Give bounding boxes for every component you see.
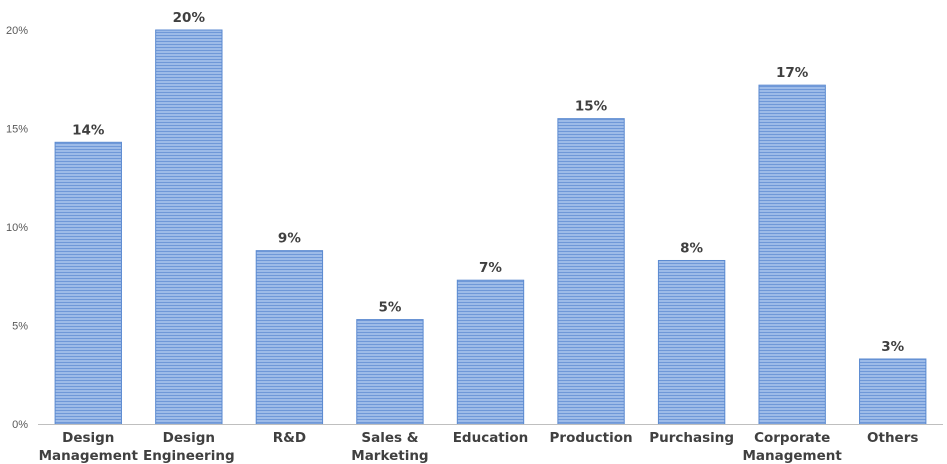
x-tick-label-line: Management xyxy=(742,448,842,464)
x-tick-label: Purchasing xyxy=(649,430,734,446)
x-tick-label-line: Design xyxy=(62,430,114,446)
x-tick-label-line: Corporate xyxy=(754,430,830,446)
bar xyxy=(54,141,122,425)
x-tick-label: Education xyxy=(453,430,529,446)
x-tick-label-line: R&D xyxy=(273,430,306,446)
bar xyxy=(758,84,826,425)
bar xyxy=(255,250,324,425)
x-tick-label-line: Purchasing xyxy=(649,430,734,446)
x-tick-label-line: Sales & xyxy=(361,430,418,446)
x-tick-label-line: Marketing xyxy=(351,448,428,464)
data-label: 7% xyxy=(479,260,502,276)
bars xyxy=(54,29,927,425)
bar xyxy=(859,358,927,425)
y-tick-label: 5% xyxy=(12,321,28,333)
data-label: 5% xyxy=(378,300,401,316)
x-tick-label: R&D xyxy=(273,430,306,446)
y-axis: 0% 5% 10% 15% 20% xyxy=(6,25,28,431)
x-tick-label-line: Engineering xyxy=(143,448,235,464)
x-tick-label: Sales & Marketing xyxy=(351,430,428,464)
x-tick-label-line: Others xyxy=(867,430,918,446)
data-label: 17% xyxy=(776,65,809,81)
y-tick-label: 0% xyxy=(12,419,28,431)
bar xyxy=(657,259,726,425)
data-labels: 14% 20% 9% 5% 7% 15% 8% 17% 3% xyxy=(72,10,905,355)
bar xyxy=(557,118,625,425)
y-tick-label: 20% xyxy=(6,25,28,37)
y-tick-label: 10% xyxy=(6,222,28,234)
data-label: 8% xyxy=(680,240,703,256)
bar xyxy=(155,29,223,425)
x-tick-label-line: Production xyxy=(550,430,633,446)
x-tick-label: Production xyxy=(550,430,633,446)
x-tick-label: Corporate Management xyxy=(742,430,842,464)
x-tick-label: Design Management xyxy=(39,430,139,464)
x-tick-label: Others xyxy=(867,430,918,446)
data-label: 9% xyxy=(278,231,301,247)
x-tick-label-line: Education xyxy=(453,430,529,446)
data-label: 15% xyxy=(575,99,608,115)
data-label: 14% xyxy=(72,122,105,138)
bar xyxy=(356,319,424,425)
data-label: 20% xyxy=(173,10,206,26)
x-tick-label: Design Engineering xyxy=(143,430,235,464)
x-axis: Design Management Design Engineering R&D Sale… xyxy=(38,424,943,464)
data-label: 3% xyxy=(881,339,904,355)
bar xyxy=(456,279,525,425)
x-tick-label-line: Design xyxy=(163,430,215,446)
x-tick-label-line: Management xyxy=(39,448,139,464)
y-tick-label: 15% xyxy=(6,124,28,136)
